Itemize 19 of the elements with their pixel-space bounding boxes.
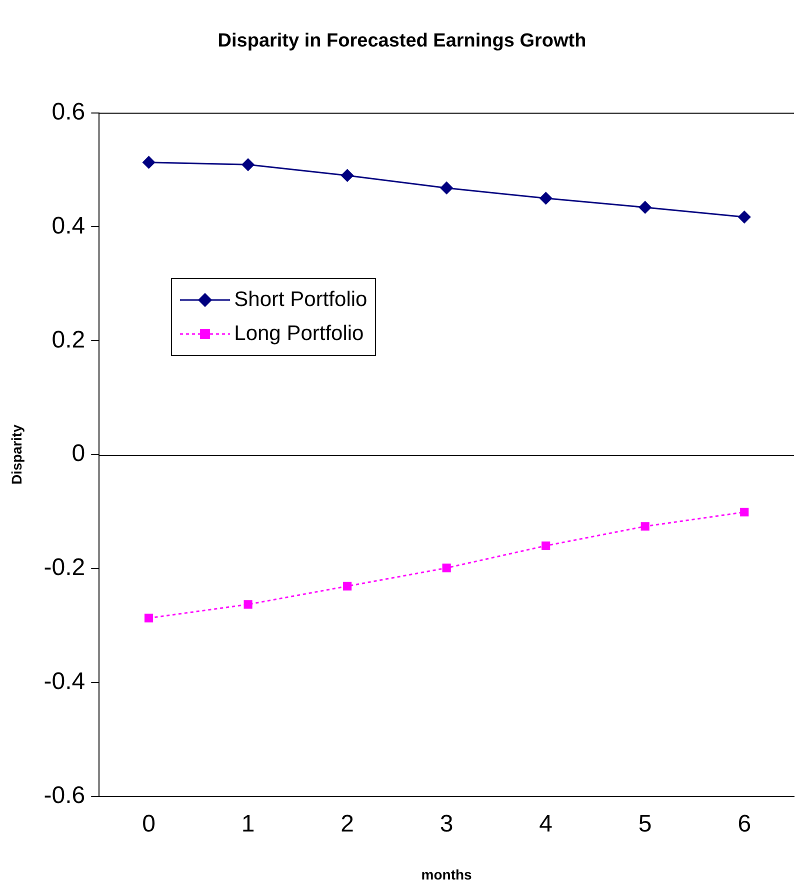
legend-label: Short Portfolio [234,288,368,312]
y-tick-label: 0.4 [52,212,86,240]
x-tick-label: 3 [440,810,454,838]
x-tick-label: 0 [142,810,156,838]
chart-title: Disparity in Forecasted Earnings Growth [218,30,586,52]
x-tick-label: 6 [738,810,752,838]
y-tick-label: -0.2 [44,554,86,582]
y-tick-label: 0 [72,440,86,468]
x-axis-title: months [421,866,472,882]
x-tick-label: 1 [241,810,255,838]
y-tick-label: 0.2 [52,326,86,354]
x-tick-label: 4 [539,810,553,838]
y-tick-label: -0.6 [44,782,86,810]
y-axis-title: Disparity [8,424,24,485]
x-tick-label: 2 [340,810,354,838]
x-tick-label: 5 [638,810,652,838]
legend-label: Long Portfolio [234,322,364,346]
y-tick-label: -0.4 [44,668,86,696]
y-tick-label: 0.6 [52,98,86,126]
